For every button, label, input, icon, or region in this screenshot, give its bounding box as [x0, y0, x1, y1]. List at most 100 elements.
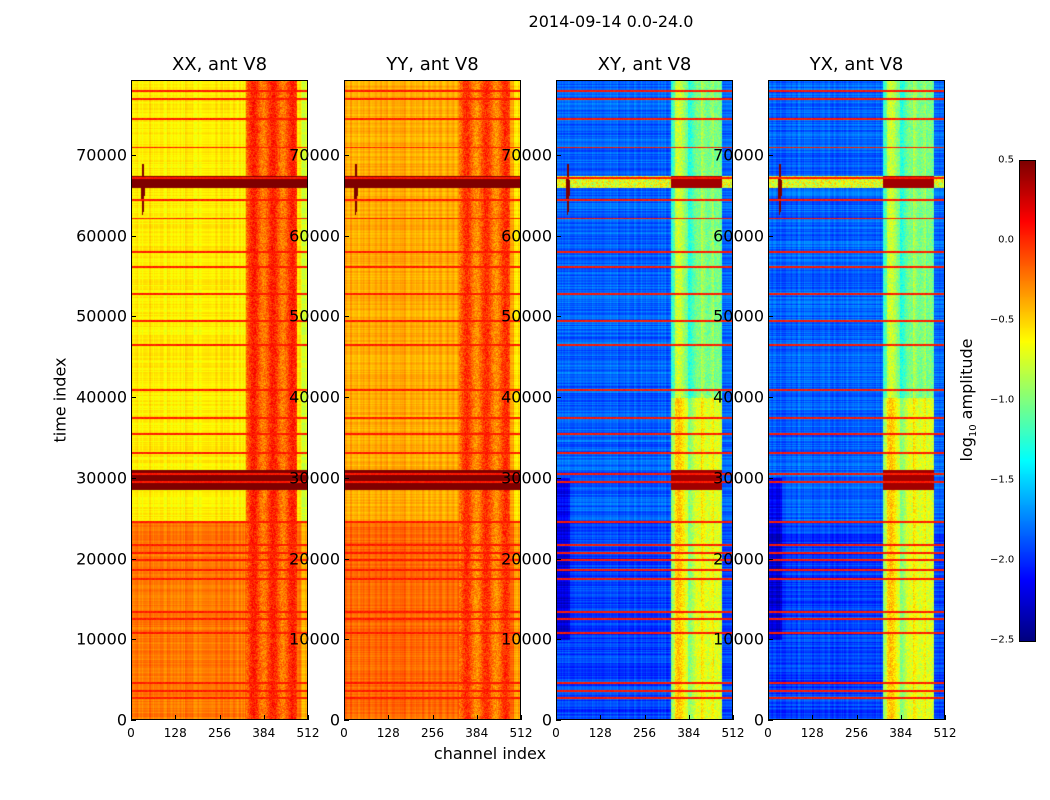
y-tick-mark — [556, 235, 561, 237]
y-tick-mark — [768, 235, 773, 237]
y-tick-label: 10000 — [713, 629, 764, 649]
heatmap-image — [344, 80, 521, 720]
y-tick-label: 40000 — [289, 387, 340, 407]
x-tick-mark — [856, 715, 858, 720]
x-tick-label: 0 — [127, 726, 135, 740]
colorbar-tick-label: −2.5 — [990, 634, 1015, 646]
x-tick-mark — [900, 715, 902, 720]
colorbar-tick-label: −0.5 — [990, 314, 1015, 326]
colorbar-tick-label: −2.0 — [990, 554, 1015, 566]
x-tick-label: 512 — [296, 726, 320, 740]
x-tick-mark — [945, 715, 946, 720]
y-tick-mark — [768, 316, 773, 318]
y-tick-label: 0 — [541, 710, 552, 730]
y-tick-label: 50000 — [501, 306, 552, 326]
y-tick-label: 20000 — [76, 549, 127, 569]
x-tick-label: 384 — [677, 726, 701, 740]
x-tick-label: 0 — [340, 726, 348, 740]
y-tick-label: 40000 — [713, 387, 764, 407]
y-tick-label: 60000 — [289, 226, 340, 246]
axes-frame — [556, 80, 733, 720]
y-tick-label: 40000 — [76, 387, 127, 407]
x-tick-mark — [644, 715, 646, 720]
y-tick-mark — [131, 477, 136, 479]
y-tick-label: 60000 — [713, 226, 764, 246]
axes-frame — [344, 80, 521, 720]
y-tick-mark — [556, 155, 561, 157]
y-tick-mark — [768, 720, 773, 721]
y-tick-label: 70000 — [289, 145, 340, 165]
y-tick-mark — [131, 316, 136, 318]
x-tick-mark — [432, 715, 434, 720]
y-tick-mark — [556, 639, 561, 641]
y-tick-label: 0 — [753, 710, 764, 730]
x-tick-label: 128 — [588, 726, 612, 740]
x-tick-label: 512 — [933, 726, 957, 740]
y-tick-mark — [131, 558, 136, 560]
x-tick-label: 0 — [764, 726, 772, 740]
y-tick-label: 0 — [329, 710, 340, 730]
x-tick-mark — [556, 715, 557, 720]
x-tick-mark — [476, 715, 478, 720]
panel-title: XY, ant V8 — [597, 54, 692, 75]
x-tick-label: 512 — [509, 726, 533, 740]
x-tick-label: 384 — [889, 726, 913, 740]
x-tick-mark — [219, 715, 221, 720]
y-tick-mark — [768, 397, 773, 399]
x-tick-mark — [521, 715, 522, 720]
x-tick-mark — [344, 715, 345, 720]
x-tick-label: 256 — [208, 726, 231, 740]
y-tick-label: 50000 — [76, 306, 127, 326]
x-tick-mark — [175, 715, 177, 720]
y-tick-label: 30000 — [289, 468, 340, 488]
x-axis-label: channel index — [433, 744, 547, 763]
y-tick-mark — [556, 558, 561, 560]
colorbar — [1019, 160, 1036, 642]
figure-title: 2014-09-14 0.0-24.0 — [528, 12, 694, 31]
y-tick-mark — [768, 155, 773, 157]
y-tick-label: 60000 — [76, 226, 127, 246]
colorbar-tick-label: −1.5 — [990, 474, 1015, 486]
x-tick-mark — [733, 715, 734, 720]
y-tick-mark — [131, 720, 136, 721]
y-tick-label: 70000 — [713, 145, 764, 165]
y-tick-mark — [344, 316, 349, 318]
heatmap-panel-4: YX, ant V8 0 10000 20000 30000 40000 50000 6000… — [713, 54, 956, 740]
x-tick-label: 384 — [252, 726, 276, 740]
y-tick-label: 20000 — [501, 549, 552, 569]
y-tick-label: 10000 — [76, 629, 127, 649]
colorbar-tick-label: 0.5 — [998, 154, 1014, 166]
y-tick-mark — [344, 235, 349, 237]
y-tick-mark — [344, 720, 349, 721]
y-tick-mark — [556, 316, 561, 318]
heatmap-image — [768, 80, 945, 720]
x-tick-label: 0 — [552, 726, 560, 740]
y-tick-mark — [768, 558, 773, 560]
x-tick-label: 256 — [845, 726, 868, 740]
axes-frame — [131, 80, 308, 720]
x-tick-label: 256 — [421, 726, 444, 740]
y-tick-mark — [131, 397, 136, 399]
panel-title: YX, ant V8 — [809, 54, 904, 75]
y-tick-mark — [131, 639, 136, 641]
y-tick-mark — [344, 477, 349, 479]
panel-title: YY, ant V8 — [386, 54, 479, 75]
y-tick-label: 60000 — [501, 226, 552, 246]
y-tick-mark — [131, 235, 136, 237]
x-tick-label: 128 — [376, 726, 400, 740]
y-tick-mark — [344, 155, 349, 157]
x-tick-label: 512 — [721, 726, 745, 740]
y-tick-mark — [556, 477, 561, 479]
colorbar-tick-label: −1.0 — [990, 394, 1015, 406]
y-tick-mark — [556, 397, 561, 399]
y-tick-label: 10000 — [501, 629, 552, 649]
y-tick-label: 20000 — [289, 549, 340, 569]
y-tick-mark — [556, 720, 561, 721]
y-tick-mark — [344, 639, 349, 641]
axes-frame — [768, 80, 945, 720]
heatmap-panel-3: XY, ant V8 0 10000 20000 30000 40000 50000 6000… — [501, 54, 744, 740]
y-tick-label: 40000 — [501, 387, 552, 407]
y-axis-label: time index — [50, 357, 70, 443]
x-tick-mark — [131, 715, 132, 720]
